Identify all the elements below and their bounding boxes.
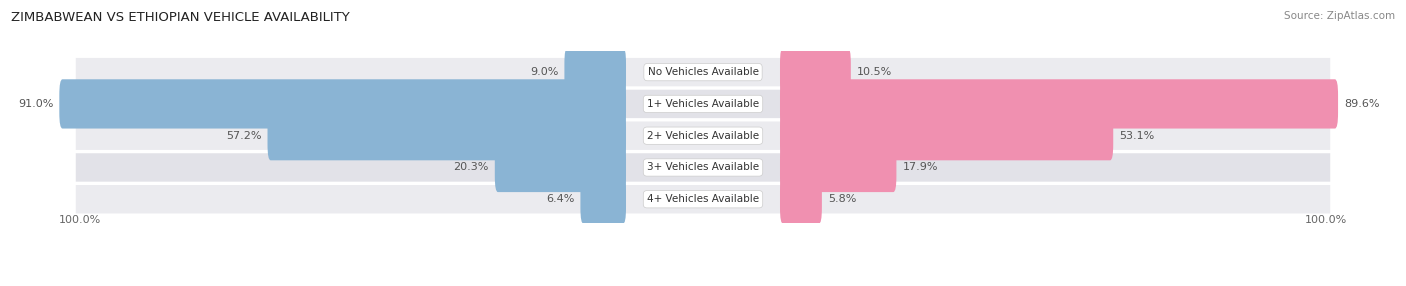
Text: No Vehicles Available: No Vehicles Available bbox=[648, 67, 758, 77]
Text: 100.0%: 100.0% bbox=[1305, 215, 1347, 225]
Text: 4+ Vehicles Available: 4+ Vehicles Available bbox=[647, 194, 759, 204]
FancyBboxPatch shape bbox=[75, 152, 1331, 183]
Text: 6.4%: 6.4% bbox=[546, 194, 574, 204]
FancyBboxPatch shape bbox=[75, 184, 1331, 214]
Text: 89.6%: 89.6% bbox=[1344, 99, 1379, 109]
Text: 3+ Vehicles Available: 3+ Vehicles Available bbox=[647, 162, 759, 172]
Text: 2+ Vehicles Available: 2+ Vehicles Available bbox=[647, 131, 759, 141]
FancyBboxPatch shape bbox=[75, 120, 1331, 151]
FancyBboxPatch shape bbox=[75, 57, 1331, 88]
Text: Source: ZipAtlas.com: Source: ZipAtlas.com bbox=[1284, 11, 1395, 21]
FancyBboxPatch shape bbox=[581, 175, 626, 224]
Text: 5.8%: 5.8% bbox=[828, 194, 856, 204]
Text: 53.1%: 53.1% bbox=[1119, 131, 1154, 141]
FancyBboxPatch shape bbox=[564, 47, 626, 97]
Text: 100.0%: 100.0% bbox=[59, 215, 101, 225]
FancyBboxPatch shape bbox=[780, 47, 851, 97]
FancyBboxPatch shape bbox=[59, 79, 626, 128]
FancyBboxPatch shape bbox=[267, 111, 626, 160]
Text: 57.2%: 57.2% bbox=[226, 131, 262, 141]
Text: 17.9%: 17.9% bbox=[903, 162, 938, 172]
Legend: Zimbabwean, Ethiopian: Zimbabwean, Ethiopian bbox=[600, 284, 806, 286]
FancyBboxPatch shape bbox=[780, 111, 1114, 160]
Text: 91.0%: 91.0% bbox=[18, 99, 53, 109]
FancyBboxPatch shape bbox=[780, 79, 1339, 128]
Text: 1+ Vehicles Available: 1+ Vehicles Available bbox=[647, 99, 759, 109]
Text: 10.5%: 10.5% bbox=[858, 67, 893, 77]
Text: ZIMBABWEAN VS ETHIOPIAN VEHICLE AVAILABILITY: ZIMBABWEAN VS ETHIOPIAN VEHICLE AVAILABI… bbox=[11, 11, 350, 24]
FancyBboxPatch shape bbox=[780, 175, 823, 224]
FancyBboxPatch shape bbox=[780, 143, 897, 192]
FancyBboxPatch shape bbox=[495, 143, 626, 192]
Text: 9.0%: 9.0% bbox=[530, 67, 558, 77]
FancyBboxPatch shape bbox=[75, 89, 1331, 119]
Text: 20.3%: 20.3% bbox=[453, 162, 489, 172]
